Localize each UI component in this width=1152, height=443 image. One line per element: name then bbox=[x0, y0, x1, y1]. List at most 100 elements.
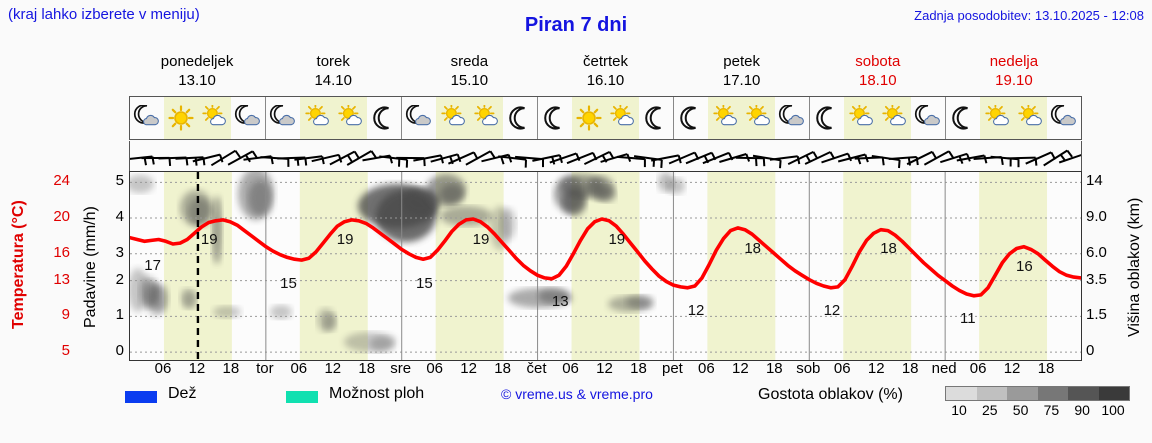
precipitation-tick-4: 1 bbox=[115, 306, 124, 324]
precipitation-tick-2: 3 bbox=[115, 243, 124, 261]
wind-barbs-svg bbox=[130, 149, 1081, 169]
temp-extreme-label: 12 bbox=[687, 301, 705, 319]
x-tick-label: 12 bbox=[596, 360, 613, 377]
cloud-ramp-tick-0: 10 bbox=[951, 402, 967, 418]
wind-barb bbox=[498, 155, 527, 168]
x-tick-label: 18 bbox=[494, 360, 511, 377]
wind-barb bbox=[787, 150, 819, 166]
cloud-density-color-ramp bbox=[945, 386, 1130, 401]
temp-extreme-label: 19 bbox=[472, 231, 490, 248]
cloud-height-tick-2: 6.0 bbox=[1086, 243, 1107, 261]
sun-cloud-icon bbox=[605, 97, 640, 139]
icon-day-1 bbox=[266, 97, 402, 139]
precipitation-axis-title: Padavine (mm/h) bbox=[82, 206, 99, 329]
page-title: Piran 7 dni bbox=[524, 14, 628, 36]
precipitation-tick-0: 5 bbox=[115, 172, 124, 190]
x-tick-label: sre bbox=[390, 360, 412, 377]
wind-barb bbox=[616, 155, 646, 168]
wind-barb bbox=[1058, 154, 1081, 164]
icon-day-3 bbox=[538, 97, 674, 139]
moon-icon bbox=[946, 97, 980, 139]
temp-extreme-label: 19 bbox=[200, 231, 218, 248]
cloud-ramp-tick-3: 75 bbox=[1043, 402, 1060, 418]
moon-cloud-icon bbox=[402, 97, 436, 139]
temp-extreme-label: 16 bbox=[1016, 257, 1033, 275]
day-header-2: sreda 15.10 bbox=[401, 52, 537, 92]
forecast-plot: 171915191519131912181218111613 bbox=[129, 171, 1082, 361]
x-tick-label: 06 bbox=[562, 360, 579, 377]
sun-cloud-icon bbox=[299, 97, 334, 139]
temp-extreme-label: 18 bbox=[744, 239, 762, 257]
precipitation-tick-3: 2 bbox=[115, 270, 124, 288]
day-header-row: ponedeljek 13.10 torek 14.10 sreda 15.10 četrt… bbox=[129, 52, 1082, 92]
wind-barb bbox=[549, 152, 581, 164]
moon-icon bbox=[810, 97, 844, 139]
day-date: 15.10 bbox=[450, 72, 489, 89]
wind-barb bbox=[481, 153, 513, 165]
day-name: torek bbox=[316, 53, 350, 70]
day-date: 18.10 bbox=[859, 72, 897, 89]
temp-extreme-label: 12 bbox=[823, 301, 841, 319]
x-tick-label: 06 bbox=[698, 360, 715, 377]
day-date: 14.10 bbox=[314, 72, 352, 89]
wind-barb bbox=[329, 150, 360, 166]
x-tick-label: 06 bbox=[154, 360, 172, 377]
cloud-ramp-tick-4: 90 bbox=[1074, 402, 1090, 418]
copyright-link[interactable]: © vreme.us & vreme.pro bbox=[501, 386, 653, 402]
day-name: petek bbox=[723, 53, 760, 70]
day-name: nedelja bbox=[989, 53, 1039, 70]
sun-cloud-icon bbox=[707, 97, 742, 139]
x-tick-label: 18 bbox=[765, 360, 783, 377]
day-date: 17.10 bbox=[722, 72, 761, 89]
x-tick-label: 18 bbox=[901, 360, 919, 377]
precipitation-tick-1: 4 bbox=[115, 208, 124, 226]
sun-cloud-icon bbox=[1013, 97, 1048, 139]
wind-barb bbox=[346, 150, 377, 166]
rain-legend-label: Dež bbox=[168, 385, 197, 402]
temperature-tick-5: 5 bbox=[61, 342, 70, 360]
legend: Dež Možnost ploh © vreme.us & vreme.pro … bbox=[125, 385, 1145, 427]
day-header-6: nedelja 19.10 bbox=[946, 52, 1082, 92]
cloud-height-tick-4: 1.5 bbox=[1086, 306, 1107, 324]
showers-legend-swatch bbox=[286, 391, 318, 403]
x-tick-label: 18 bbox=[1037, 360, 1055, 377]
x-tick-label: čet bbox=[526, 360, 547, 377]
wind-barb bbox=[735, 156, 766, 167]
moon-cloud-icon bbox=[911, 97, 945, 139]
day-header-5: sobota 18.10 bbox=[810, 52, 946, 92]
x-tick-label: 12 bbox=[867, 360, 885, 377]
temperature-tick-3: 13 bbox=[53, 270, 70, 288]
location-menu-note: (kraj lahko izberete v meniju) bbox=[8, 6, 200, 23]
x-tick-label: 12 bbox=[188, 360, 206, 377]
temp-extreme-label: 19 bbox=[608, 231, 626, 248]
x-tick-label: 12 bbox=[732, 360, 749, 377]
moon-icon bbox=[367, 97, 401, 139]
day-name: četrtek bbox=[582, 53, 628, 70]
temp-extreme-label: 13 bbox=[551, 292, 569, 310]
day-header-1: torek 14.10 bbox=[265, 52, 401, 92]
moon-icon bbox=[674, 97, 708, 139]
cloud-height-tick-1: 9.0 bbox=[1086, 208, 1107, 226]
icon-day-6 bbox=[946, 97, 1081, 139]
wind-barb bbox=[821, 152, 853, 164]
icon-day-4 bbox=[674, 97, 810, 139]
x-tick-label: 06 bbox=[290, 360, 308, 377]
sun-cloud-icon bbox=[197, 97, 232, 139]
temp-extreme-label: 15 bbox=[416, 274, 433, 292]
cloud-density-ramp-ticks: 10 25 50 75 90 100 bbox=[940, 402, 1140, 420]
day-header-3: četrtek 16.10 bbox=[537, 52, 673, 92]
day-separators bbox=[265, 172, 946, 360]
moon-cloud-icon bbox=[775, 97, 809, 139]
rain-legend-swatch bbox=[125, 391, 157, 403]
x-tick-label: 06 bbox=[426, 360, 444, 377]
sun-cloud-icon bbox=[435, 97, 470, 139]
day-name: ponedeljek bbox=[160, 53, 234, 70]
temperature-axis-title: Temperatura (°C) bbox=[10, 200, 27, 330]
temperature-tick-2: 16 bbox=[53, 243, 70, 261]
x-tick-label: 18 bbox=[222, 360, 240, 377]
temperature-curve bbox=[130, 217, 1081, 298]
day-header-0: ponedeljek 13.10 bbox=[129, 52, 265, 92]
wind-barb bbox=[651, 154, 682, 164]
wind-barb bbox=[668, 151, 700, 165]
wind-barb bbox=[447, 151, 479, 165]
